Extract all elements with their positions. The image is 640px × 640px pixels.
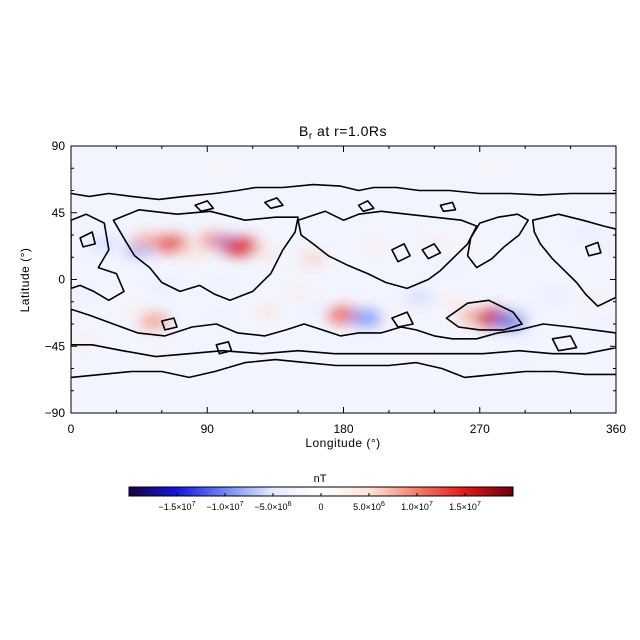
contour-island-3 <box>551 335 578 352</box>
colorbar-tick-exponent: 7 <box>192 501 196 508</box>
field-feature-36 <box>542 288 569 301</box>
field-feature-28 <box>349 310 383 326</box>
field-feature-15 <box>595 237 616 250</box>
field-feature-22 <box>119 303 144 315</box>
field-feature-17 <box>148 280 175 294</box>
contour-layer <box>71 183 616 379</box>
field-layer <box>71 161 616 375</box>
contour-island-7 <box>439 201 457 213</box>
title-subscript: r <box>309 131 313 142</box>
colorbar-tick-mantissa: −1.5×10 <box>159 502 192 512</box>
field-feature-23 <box>138 313 170 329</box>
chart-title: Br at r=1.0Rs <box>299 123 387 142</box>
field-feature-7 <box>221 238 260 256</box>
colorbar-tick-mantissa: 1.0×10 <box>401 502 429 512</box>
colorbar-tick-exponent: 7 <box>240 501 244 508</box>
colorbar: nT −1.5×107 −1.0×107 −5.0×106 0 5.0×106 1.0×1… <box>128 473 514 512</box>
field-feature-34 <box>493 313 527 329</box>
colorbar-tick-mantissa: 0 <box>318 502 323 512</box>
y-tick-label: −90 <box>45 406 66 420</box>
contour-region-e <box>531 213 616 307</box>
contour-island-10 <box>215 341 233 355</box>
field-feature-20 <box>71 288 92 301</box>
field-feature-4 <box>178 246 206 260</box>
field-feature-39 <box>286 347 310 360</box>
colorbar-tick-mantissa: 5.0×10 <box>353 502 381 512</box>
field-feature-3 <box>152 235 190 253</box>
y-tick-label: 90 <box>52 139 66 153</box>
axis-ticks: 0 90 180 270 360 90 45 0 −45 −90 <box>45 139 627 436</box>
field-feature-24 <box>209 310 235 323</box>
contour-region-f <box>71 308 616 358</box>
y-tick-label: 45 <box>52 206 66 220</box>
field-feature-8 <box>254 246 281 260</box>
field-feature-31 <box>436 295 462 308</box>
y-axis-label: Latitude (°) <box>18 248 32 313</box>
y-tick-label: 0 <box>58 273 65 287</box>
contour-island-6 <box>357 200 375 213</box>
contour-island-8 <box>584 241 602 257</box>
contour-island-9 <box>391 243 411 263</box>
x-tick-label: 0 <box>68 422 75 436</box>
field-feature-10 <box>361 240 387 253</box>
colorbar-tick-exponent: 7 <box>477 501 481 508</box>
title-suffix: at r=1.0Rs <box>313 123 387 139</box>
colorbar-tick-label: −1.5×107 <box>159 501 196 512</box>
colorbar-tick-label: 5.0×106 <box>353 501 385 512</box>
contour-region-c <box>297 210 478 290</box>
contour-region-g <box>445 299 523 331</box>
field-feature-40 <box>149 347 174 360</box>
contour-region-d <box>466 213 529 269</box>
colorbar-tick-exponent: 6 <box>381 501 385 508</box>
colorbar-label: nT <box>314 473 327 485</box>
field-feature-0 <box>90 237 119 251</box>
x-tick-label: 180 <box>333 422 353 436</box>
colorbar-tick-mantissa: 1.5×10 <box>449 502 477 512</box>
field-feature-25 <box>254 305 281 319</box>
contour-north-boundary <box>71 183 616 201</box>
contour-island-12 <box>79 231 96 248</box>
colorbar-tick-exponent: 7 <box>429 501 433 508</box>
plot-area: 0 90 180 270 360 90 45 0 −45 −90 <box>45 139 627 436</box>
contour-island-11 <box>421 243 442 260</box>
field-feature-11 <box>421 236 447 249</box>
field-feature-18 <box>209 276 235 289</box>
field-feature-19 <box>285 285 311 298</box>
field-feature-26 <box>300 300 326 313</box>
field-feature-16 <box>436 258 462 271</box>
x-axis-label: Longitude (°) <box>305 436 380 450</box>
colorbar-tick-label: 1.5×107 <box>449 501 481 512</box>
x-tick-label: 90 <box>201 422 215 436</box>
colorbar-tick-label: 1.0×107 <box>401 501 433 512</box>
title-main: B <box>299 123 309 139</box>
field-feature-43 <box>483 161 507 173</box>
contour-island-5 <box>264 197 284 210</box>
field-feature-30 <box>405 290 433 304</box>
field-feature-38 <box>588 318 614 330</box>
field-feature-9 <box>299 252 327 266</box>
y-tick-label: −45 <box>45 339 66 353</box>
colorbar-tick-exponent: 6 <box>288 501 292 508</box>
x-tick-label: 270 <box>470 422 490 436</box>
field-feature-42 <box>211 162 234 174</box>
contour-region-b <box>112 209 299 302</box>
colorbar-tick-label: 0 <box>318 502 323 512</box>
field-feature-14 <box>572 225 599 239</box>
contour-island-2 <box>391 311 414 328</box>
colorbar-tick-label: −5.0×106 <box>255 501 292 512</box>
contour-island-1 <box>161 317 178 331</box>
colorbar-tick-label: −1.0×107 <box>207 501 244 512</box>
contour-south-boundary <box>71 358 616 379</box>
x-tick-label: 360 <box>606 422 626 436</box>
colorbar-ticks: −1.5×107 −1.0×107 −5.0×106 0 5.0×106 1.0×107 1… <box>159 493 481 512</box>
colorbar-tick-mantissa: −1.0×10 <box>207 502 240 512</box>
colorbar-tick-mantissa: −5.0×10 <box>255 502 288 512</box>
contour-island-4 <box>194 200 215 213</box>
contour-region-a <box>71 213 125 302</box>
field-feature-35 <box>512 303 538 316</box>
